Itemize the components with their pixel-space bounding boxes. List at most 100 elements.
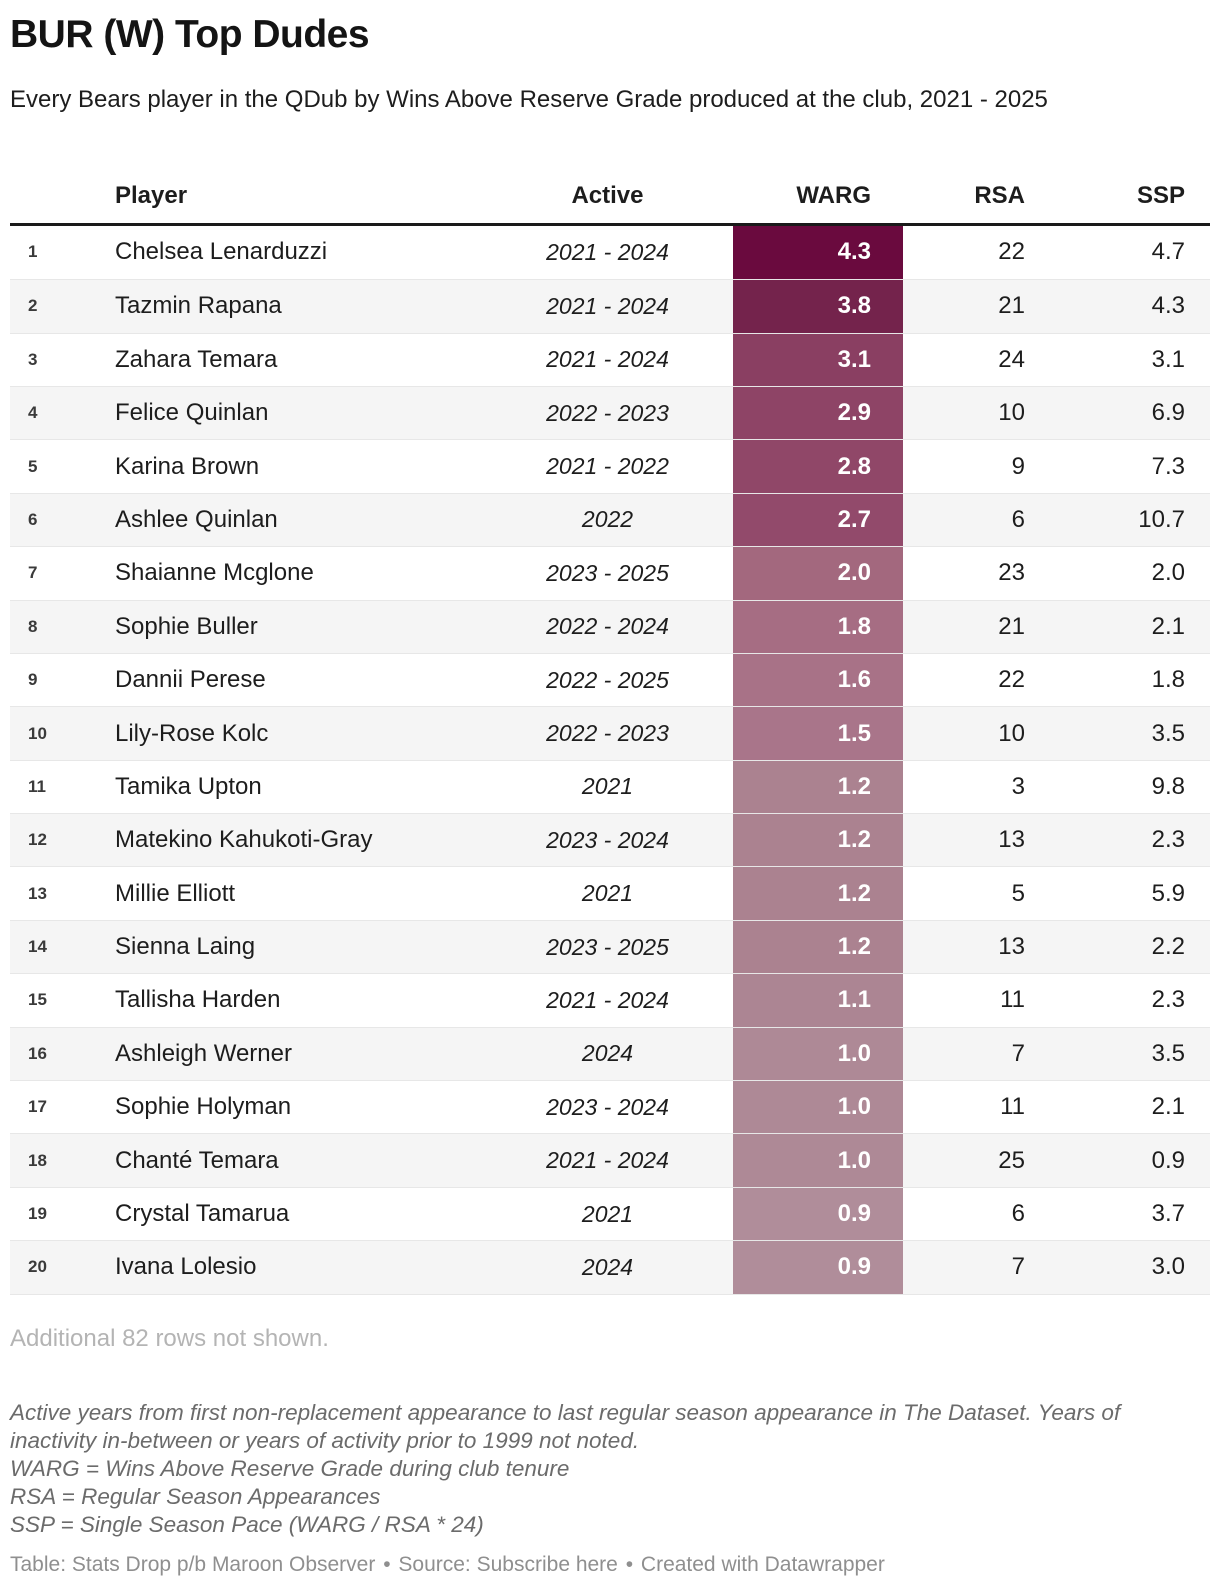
- rsa-cell: 25: [998, 1146, 1025, 1174]
- column-spacer: [720, 601, 733, 653]
- column-spacer: [720, 1188, 733, 1240]
- column-spacer: [720, 761, 733, 813]
- player-cell: Dannii Perese: [115, 666, 266, 694]
- rsa-cell: 7: [1011, 1039, 1025, 1067]
- rank-cell: 12: [28, 830, 47, 850]
- active-years-cell: 2023 - 2024: [546, 1093, 669, 1120]
- column-spacer: [720, 654, 733, 706]
- column-header-rsa: RSA: [974, 181, 1025, 209]
- rsa-cell: 22: [998, 238, 1025, 266]
- ssp-cell: 4.3: [1151, 292, 1185, 320]
- rsa-cell: 10: [998, 719, 1025, 747]
- rsa-cell: 23: [998, 559, 1025, 587]
- player-cell: Ashleigh Werner: [115, 1039, 292, 1067]
- column-header-rank: [10, 169, 115, 223]
- player-cell: Tallisha Harden: [115, 986, 281, 1014]
- warg-cell: 1.6: [733, 653, 903, 707]
- ssp-cell: 6.9: [1151, 399, 1185, 427]
- rsa-cell: 13: [998, 826, 1025, 854]
- active-years-cell: 2022 - 2023: [546, 720, 669, 746]
- column-spacer: [720, 280, 733, 332]
- column-spacer: [720, 387, 733, 439]
- warg-cell: 1.1: [733, 974, 903, 1027]
- attribution-footer: Table: Stats Drop p/b Maroon Observer • …: [10, 1553, 1210, 1577]
- rank-cell: 4: [28, 403, 38, 423]
- rank-cell: 6: [28, 509, 38, 529]
- warg-cell: 1.2: [733, 867, 903, 920]
- warg-cell: 0.9: [733, 1187, 903, 1241]
- footnote-active-years: Active years from first non-replacement …: [10, 1399, 1121, 1453]
- active-years-cell: 2021: [581, 880, 634, 907]
- column-spacer: [720, 334, 733, 386]
- warg-cell: 2.0: [733, 547, 903, 600]
- rsa-cell: 5: [1011, 879, 1025, 907]
- rsa-cell: 11: [1000, 986, 1025, 1014]
- footnote-rsa-definition: RSA = Regular Season Appearances: [10, 1483, 381, 1509]
- active-years-cell: 2021: [581, 1200, 634, 1227]
- player-cell: Zahara Temara: [115, 345, 278, 373]
- rank-cell: 17: [28, 1097, 47, 1117]
- page-title: BUR (W) Top Dudes: [10, 13, 370, 56]
- ssp-cell: 2.0: [1151, 559, 1185, 587]
- ssp-cell: 2.1: [1151, 1093, 1185, 1121]
- rsa-cell: 24: [998, 345, 1025, 373]
- ssp-cell: 1.8: [1151, 666, 1185, 694]
- ssp-cell: 3.1: [1151, 345, 1185, 373]
- table-row: 11 Tamika Upton 2021 1.2 3 9.8: [10, 759, 1210, 814]
- column-spacer: [720, 1241, 733, 1293]
- column-spacer: [720, 1028, 733, 1080]
- column-spacer: [720, 814, 733, 866]
- rsa-cell: 3: [1011, 772, 1025, 800]
- column-header-player: Player: [115, 181, 188, 209]
- column-header-ssp: SSP: [1136, 181, 1185, 209]
- table-row: 4 Felice Quinlan 2022 - 2023 2.9 10 6.9: [10, 385, 1210, 440]
- active-years-cell: 2023 - 2025: [546, 559, 669, 586]
- source-link[interactable]: Subscribe here: [476, 1552, 618, 1576]
- active-years-cell: 2021 - 2024: [546, 346, 669, 373]
- warg-cell: 1.2: [733, 814, 903, 867]
- table-row: 14 Sienna Laing 2023 - 2025 1.2 13 2.2: [10, 919, 1210, 974]
- ssp-cell: 7.3: [1151, 452, 1185, 480]
- table-header-row: Player Active WARG RSA SSP: [10, 169, 1210, 226]
- rsa-cell: 21: [998, 612, 1025, 640]
- rsa-cell: 10: [998, 399, 1025, 427]
- column-header-active: Active: [571, 181, 644, 209]
- player-cell: Chanté Temara: [115, 1146, 279, 1174]
- table-row: 1 Chelsea Lenarduzzi 2021 - 2024 4.3 22 …: [10, 225, 1210, 280]
- datawrapper-credit-link[interactable]: Created with Datawrapper: [640, 1552, 885, 1576]
- source-label: Source:: [398, 1552, 471, 1576]
- player-cell: Sophie Buller: [115, 612, 258, 640]
- warg-cell: 1.0: [733, 1027, 903, 1081]
- warg-cell: 1.2: [733, 920, 903, 974]
- column-spacer: [720, 974, 733, 1026]
- rank-cell: 19: [28, 1204, 47, 1224]
- active-years-cell: 2022 - 2024: [546, 613, 669, 640]
- warg-cell: 3.1: [733, 333, 903, 386]
- rank-cell: 3: [28, 349, 38, 369]
- rank-cell: 9: [28, 670, 38, 690]
- table-row: 7 Shaianne Mcglone 2023 - 2025 2.0 23 2.…: [10, 546, 1210, 600]
- warg-cell: 1.8: [733, 600, 903, 653]
- ssp-cell: 2.2: [1151, 933, 1185, 961]
- table-body: 1 Chelsea Lenarduzzi 2021 - 2024 4.3 22 …: [10, 225, 1210, 1295]
- player-cell: Sienna Laing: [115, 933, 256, 961]
- rank-cell: 18: [28, 1150, 47, 1170]
- column-header-warg: WARG: [796, 181, 871, 209]
- rank-cell: 14: [28, 937, 47, 957]
- warg-cell: 1.2: [733, 760, 903, 814]
- ssp-cell: 3.0: [1151, 1253, 1185, 1281]
- ssp-cell: 5.9: [1151, 879, 1185, 907]
- player-cell: Lily-Rose Kolc: [115, 719, 269, 747]
- column-spacer: [720, 867, 733, 919]
- active-years-cell: 2024: [581, 1040, 634, 1067]
- rank-cell: 7: [28, 563, 38, 583]
- active-years-cell: 2021 - 2024: [546, 238, 669, 265]
- active-years-cell: 2021 - 2024: [546, 1147, 669, 1174]
- warg-cell: 4.3: [733, 225, 903, 280]
- table-row: 15 Tallisha Harden 2021 - 2024 1.1 11 2.…: [10, 973, 1210, 1027]
- rsa-cell: 13: [998, 933, 1025, 961]
- column-spacer: [720, 547, 733, 599]
- rows-not-shown-note: Additional 82 rows not shown.: [10, 1324, 329, 1352]
- player-cell: Ashlee Quinlan: [115, 505, 278, 533]
- ssp-cell: 10.7: [1138, 505, 1185, 533]
